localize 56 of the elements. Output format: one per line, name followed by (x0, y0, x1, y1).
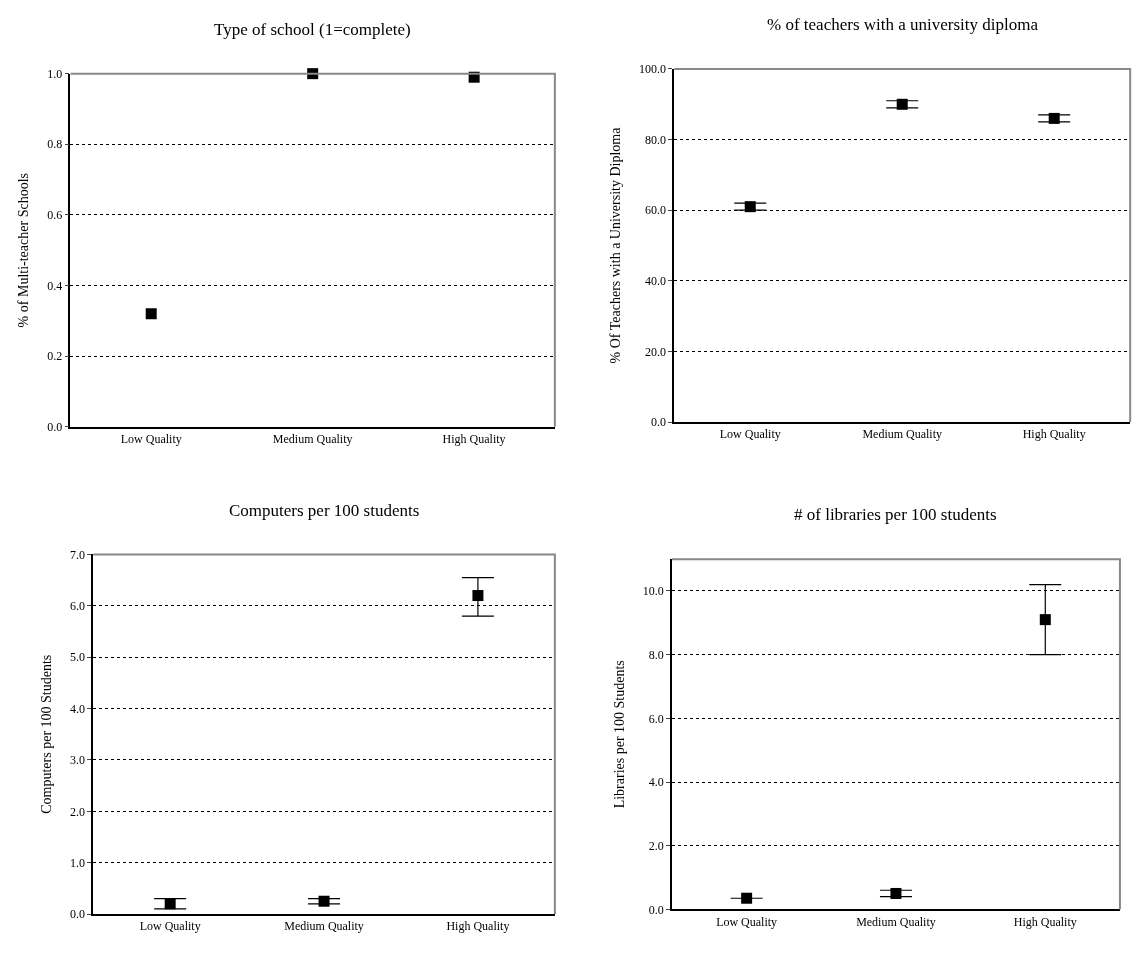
y-axis-title: Computers per 100 Students (39, 654, 55, 814)
x-tick-label: High Quality (442, 431, 506, 446)
y-tick-label: 0.0 (47, 419, 63, 434)
x-tick-label: Low Quality (120, 431, 182, 446)
y-tick-label: 10.0 (642, 584, 664, 599)
x-tick-label: Medium Quality (284, 919, 364, 934)
y-tick-label: 0.2 (47, 349, 63, 364)
y-tick-label: 6.0 (70, 599, 86, 614)
chart-title: % of teachers with a university diploma (767, 15, 1039, 34)
y-tick-label: 0.8 (47, 137, 63, 152)
y-tick-label: 2.0 (648, 838, 664, 853)
chart-title: Type of school (1=complete) (214, 20, 411, 39)
y-tick-label: 5.0 (70, 650, 86, 665)
y-tick-label: 20.0 (645, 344, 667, 359)
x-tick-label: Medium Quality (272, 431, 353, 446)
y-tick-label: 8.0 (648, 647, 664, 662)
point (472, 590, 484, 602)
point (896, 98, 908, 110)
x-tick-label: High Quality (446, 919, 510, 934)
x-tick-label: Low Quality (719, 427, 781, 442)
y-tick-label: 80.0 (645, 132, 667, 147)
point (1039, 614, 1051, 626)
point (1048, 112, 1060, 124)
point (145, 308, 157, 320)
y-tick-label: 0.4 (47, 278, 63, 293)
point (744, 201, 756, 213)
x-tick-label: High Quality (1013, 914, 1077, 929)
y-axis-title: Libraries per 100 Students (611, 660, 627, 809)
y-tick-label: 0.0 (648, 902, 664, 917)
chart-title: Computers per 100 students (229, 501, 420, 520)
y-tick-label: 0.0 (70, 907, 86, 922)
point (890, 887, 902, 899)
y-tick-label: 0.0 (651, 415, 667, 430)
x-tick-label: Medium Quality (856, 914, 936, 929)
y-tick-label: 1.0 (70, 855, 86, 870)
x-tick-label: High Quality (1022, 427, 1086, 442)
y-tick-label: 60.0 (645, 203, 667, 218)
x-tick-label: Low Quality (716, 914, 778, 929)
y-tick-label: 1.0 (47, 66, 63, 81)
y-tick-label: 7.0 (70, 547, 86, 562)
y-tick-label: 3.0 (70, 753, 86, 768)
y-tick-label: 4.0 (70, 701, 86, 716)
y-tick-label: 4.0 (648, 775, 664, 790)
point (164, 898, 176, 910)
chart-title: # of libraries per 100 students (794, 505, 997, 524)
y-tick-label: 0.6 (47, 208, 63, 223)
point (318, 895, 330, 907)
point (741, 892, 753, 904)
x-tick-label: Medium Quality (862, 427, 943, 442)
x-tick-label: Low Quality (139, 919, 201, 934)
y-tick-label: 6.0 (648, 711, 664, 726)
y-tick-label: 40.0 (645, 274, 667, 289)
y-axis-title: % of Multi-teacher Schools (16, 173, 32, 328)
y-tick-label: 100.0 (639, 62, 667, 77)
y-axis-title: % Of Teachers with a University Diploma (608, 126, 624, 364)
y-tick-label: 2.0 (70, 804, 86, 819)
